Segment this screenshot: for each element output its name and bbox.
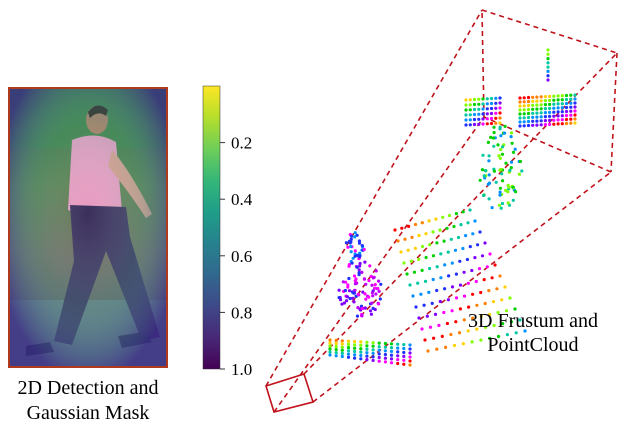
colorbar-ticks: 0.2 0.4 0.6 0.8 1.0 [220,134,253,379]
frustum-caption-line2: PointCloud [487,334,578,356]
point-cloud [328,48,577,367]
detection-caption-line1: 2D Detection and [17,377,158,399]
colorbar-tick-label: 0.8 [231,303,252,322]
colorbar-tick-label: 0.6 [231,247,252,266]
colorbar-tick-label: 0.2 [231,134,252,153]
frustum-caption-line1: 3D Frustum and [468,310,598,332]
colorbar-tick-label: 1.0 [231,360,252,379]
colorbar [202,85,221,370]
frustum [265,9,618,413]
colorbar-tick-label: 0.4 [231,190,253,209]
detection-image [9,88,167,367]
frustum-edges [265,9,618,413]
detection-image-border [8,87,168,368]
detection-caption-line2: Gaussian Mask [27,402,150,424]
frustum-near-box [265,372,315,413]
